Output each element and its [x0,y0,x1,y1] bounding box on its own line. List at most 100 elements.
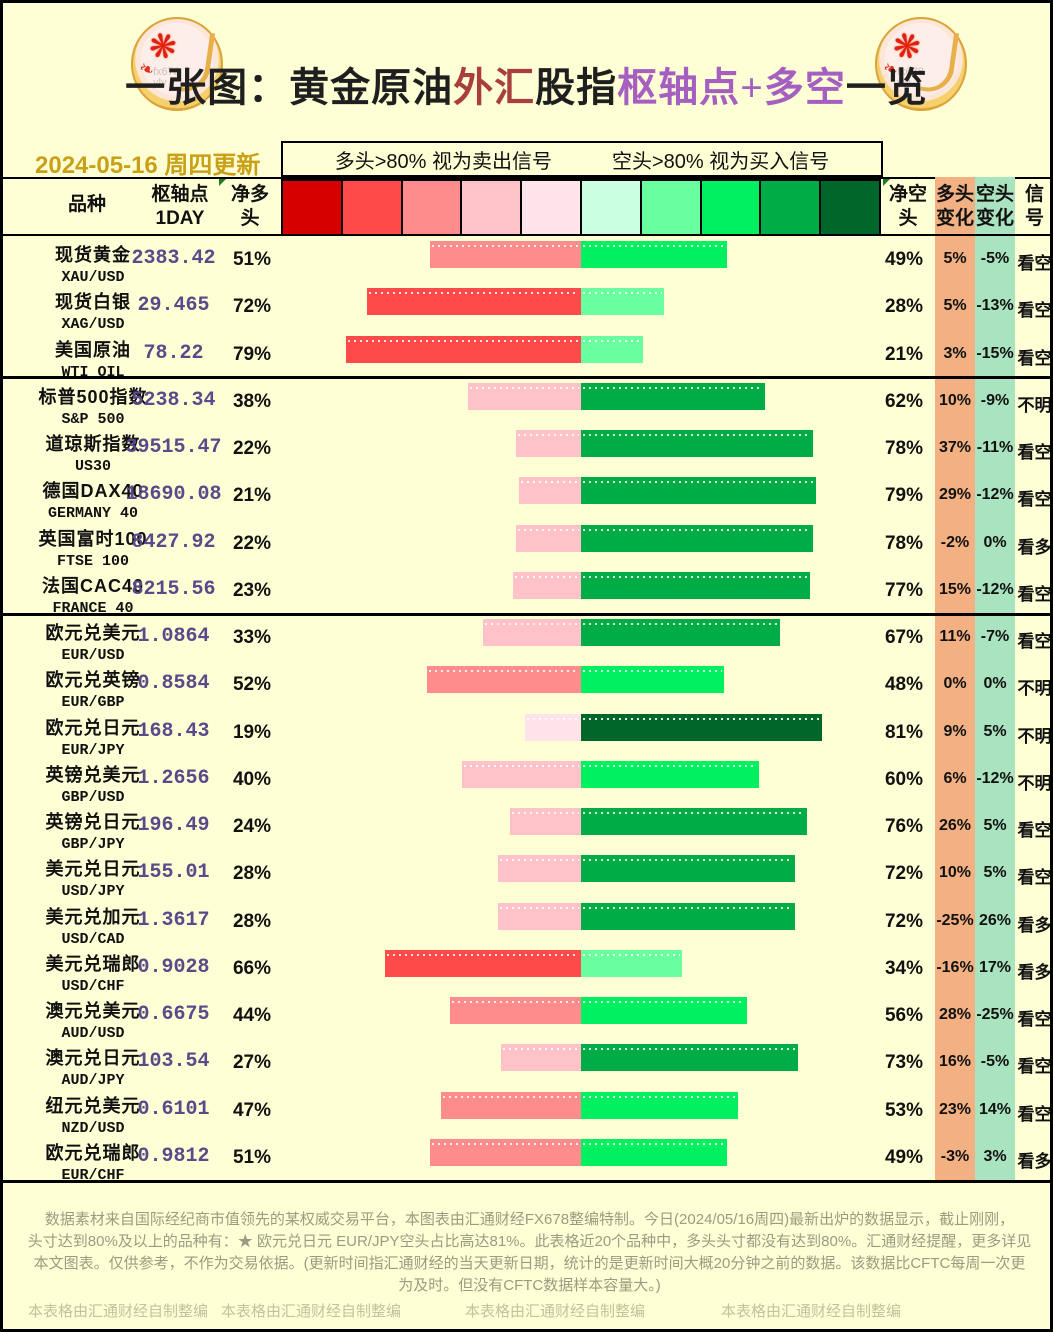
bar-dotted-line [583,434,811,436]
page-title: 一张图：黄金原油外汇股指枢轴点+多空一览 [3,55,1050,113]
short-change: 0% [983,675,1007,693]
long-change: -3% [940,1147,970,1165]
net-short-pct: 21% [884,343,923,365]
bar-dotted-line [583,1095,737,1098]
short-bar [581,571,810,599]
signal: 看空 [1017,584,1052,604]
watermark: 本表格由汇通财经自制整编 [465,1303,646,1320]
short-bar [581,666,724,694]
bar-dotted-line [583,953,680,956]
instrument-name-en: GERMANY 40 [47,505,138,523]
bar-dotted-line [583,1142,725,1145]
signal: 看空 [1017,868,1052,888]
bar-dotted-line [431,1142,579,1145]
short-bar [581,902,795,930]
footer-line: 为及时。但没有CFTC数据样本容量大。) [398,1277,661,1294]
signal: 不明 [1017,773,1052,793]
short-change: 5% [983,722,1007,740]
long-bar [515,524,581,552]
bar-dotted-line [484,623,579,625]
instrument-name-en: USD/JPY [61,883,125,901]
long-bar [384,949,581,977]
watermark-row: 本表格由汇通财经自制整编 本表格由汇通财经自制整编 本表格由汇通财经自制整编 本表格由… [3,1300,1050,1320]
footer-line: 本文图表。仅供参考，不作为交易依据。(更新时间指汇通财经的当天更新日期，统计的是… [33,1255,1026,1272]
group-divider [3,612,1050,616]
short-bar [581,1044,798,1072]
long-bar [426,666,581,694]
short-change: 5% [983,864,1007,882]
scale-cell-9 [821,181,879,234]
bar-dotted-line [583,292,663,295]
short-bar [581,335,644,363]
instrument-name-cn: 英镑兑日元 [45,812,141,832]
pivot-value: 196.49 [137,814,210,837]
long-bar [497,855,581,883]
short-bar [581,997,748,1024]
net-long-pct: 19% [232,721,272,743]
short-change: 0% [983,533,1007,551]
long-change: 10% [938,864,972,882]
instrument-name-cn: 美元兑加元 [45,906,141,927]
bar-dotted-line [583,245,725,247]
long-change: -25% [936,911,974,929]
short-change: -5% [980,1053,1010,1071]
net-long-pct: 47% [232,1099,272,1121]
instrument-name-cn: 美元兑瑞郎 [45,953,141,974]
scale-cell-1 [342,181,403,234]
net-long-pct: 51% [232,249,272,270]
long-bar [512,571,581,599]
short-change: -7% [980,628,1010,645]
pivot-value: 2383.42 [131,247,216,270]
bar-dotted-line [464,764,579,767]
instrument-name-cn: 标普500指数 [38,386,148,407]
net-short-pct: 79% [884,485,923,507]
watermark: 本表格由汇通财经自制整编 [721,1303,902,1320]
title-segment-3: 枢轴点+多空 [617,65,846,110]
instrument-name: 澳元兑日元 AUD/JPY [8,1044,178,1089]
instrument-name-en: USD/CHF [61,977,125,995]
instrument-name: 标普500指数 S&P 500 [8,383,178,428]
short-change: -12% [976,580,1014,598]
pivot-value: 168.43 [137,719,210,743]
signal: 不明 [1017,395,1052,415]
pivot-value: 1.2656 [137,766,210,790]
long-change: 15% [938,580,972,598]
bar-dotted-line [583,575,808,578]
fx678-logo-left: ❋ ❧ fx678 ylv [131,17,223,111]
short-change: -5% [980,250,1010,267]
long-bar [497,902,581,930]
long-bar [429,1138,581,1166]
bar-dotted-line [583,386,764,389]
footer-line: 数据素材来自国际经纪商市值领先的某权威交易平台，本图表由汇通财经FX678整编特… [44,1211,1015,1228]
bar-dotted-line [583,1048,796,1051]
net-short-pct: 81% [884,721,923,743]
pivot-value: 1.3617 [137,908,210,932]
instrument-name: 欧元兑瑞郎 EUR/CHF [8,1139,178,1184]
signal: 不明 [1017,726,1052,746]
long-change: 3% [943,344,967,362]
long-bar [367,288,581,316]
divider [3,177,1050,179]
instrument-name-cn: 现货白银 [55,292,131,313]
short-change-column-bg [975,177,1015,1181]
signal: 看空 [1017,821,1052,840]
short-bar [581,524,813,552]
long-change: 6% [943,769,967,787]
signal: 看空 [1017,1104,1052,1124]
bar-dotted-line [369,292,579,295]
net-long-pct: 44% [232,1005,272,1026]
short-change: 3% [983,1147,1007,1165]
short-change: -25% [976,1006,1014,1023]
instrument-name-en: GBP/USD [61,788,125,806]
net-long-pct: 51% [232,1146,272,1168]
long-change: 5% [943,250,967,267]
short-bar [581,619,780,646]
short-bar [581,855,795,883]
bar-dotted-line [583,812,805,814]
net-long-pct: 22% [232,438,272,459]
instrument-name-en: XAU/USD [61,269,125,286]
short-bar [581,288,665,316]
title-segment-0: 一张图：黄金原油 [125,65,454,110]
instrument-name-cn: 澳元兑美元 [45,1001,141,1021]
